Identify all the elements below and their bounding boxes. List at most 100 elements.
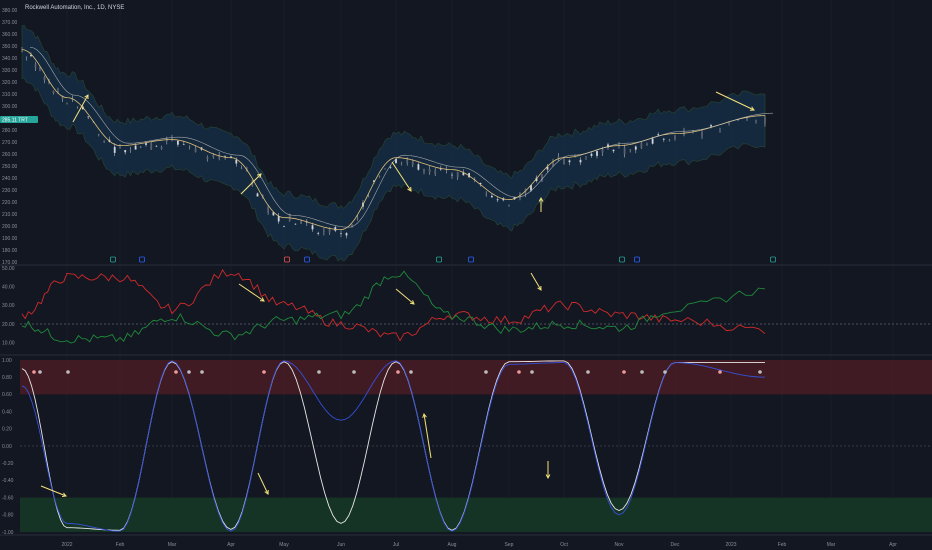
x-tick-label: Apr (227, 542, 235, 548)
candle-body (439, 168, 442, 170)
candle-body (224, 155, 226, 157)
candle-body (646, 144, 648, 145)
candle-body (629, 149, 632, 150)
candle-body (356, 217, 359, 219)
candle-body (530, 185, 532, 191)
candle-body (541, 174, 543, 181)
annotation-arrow (257, 472, 269, 495)
candle-body (171, 137, 173, 140)
x-tick-label: May (279, 542, 289, 548)
y-tick-label: 0.20 (2, 427, 12, 433)
event-icon (436, 256, 442, 263)
candle-body (378, 175, 381, 177)
candle-body (634, 146, 637, 150)
candle-body (218, 154, 221, 159)
candle-body (384, 168, 386, 170)
candle-body (323, 230, 325, 232)
y-tick-label: 380.00 (2, 8, 18, 14)
candle-body (103, 141, 105, 142)
candle-body (283, 226, 285, 227)
candle-body (256, 193, 259, 197)
candle-body (150, 143, 153, 150)
candle-body (674, 135, 676, 140)
price-tag: 285.11 TRT (0, 116, 38, 124)
y-tick-label: 270.00 (2, 140, 18, 146)
y-tick-label: 10.00 (2, 340, 15, 346)
candle-body (607, 144, 609, 148)
candle-body (411, 160, 414, 165)
candle-body (585, 156, 587, 158)
annotation-arrow-head (84, 94, 89, 100)
y-tick-label: -0.40 (2, 478, 14, 484)
candle-body (535, 177, 538, 182)
y-tick-label: 340.00 (2, 56, 18, 62)
y-tick-label: 200.00 (2, 224, 18, 230)
candle-body (428, 168, 431, 173)
signal-dot (352, 370, 356, 374)
chart-title: Rockwell Automation, Inc., 1D, NYSE (25, 5, 124, 11)
candle-body (288, 213, 291, 221)
y-tick-label: 1.00 (2, 358, 12, 364)
x-tick-label: Feb (778, 542, 787, 548)
grid (0, 0, 932, 536)
y-tick-label: 230.00 (2, 188, 18, 194)
candle-body (546, 166, 549, 170)
candle-body (160, 147, 163, 149)
bollinger-fill (21, 25, 766, 262)
signal-dot (640, 370, 644, 374)
candle-body (328, 227, 331, 233)
moving-average-fast (21, 49, 766, 231)
candle-body (668, 139, 671, 141)
candle-body (755, 120, 757, 122)
y-tick-label: 310.00 (2, 92, 18, 98)
candle-body (373, 180, 375, 182)
candle-body (434, 170, 437, 174)
candle-body (590, 153, 593, 156)
x-tick-label: 2023 (725, 542, 736, 548)
annotation-arrow (40, 485, 67, 497)
candle-body (479, 182, 482, 184)
y-tick-label: -0.60 (2, 495, 14, 501)
y-tick-label: 280.00 (2, 128, 18, 134)
candle-body (317, 232, 320, 234)
signal-dot (66, 370, 70, 374)
indicator-lines (21, 46, 774, 532)
candle-body (139, 147, 142, 148)
candle-body (451, 174, 453, 176)
candle-body (113, 146, 116, 153)
y-tick-label: 220.00 (2, 200, 18, 206)
annotation-arrow-head (407, 186, 412, 192)
y-tick-label: 260.00 (2, 152, 18, 158)
y-tick-label: 320.00 (2, 80, 18, 86)
y-tick-label: 40.00 (2, 284, 15, 290)
candle-body (623, 147, 626, 155)
annotation-arrows (40, 91, 755, 497)
x-tick-label: Sep (505, 542, 514, 548)
y-tick-label: 240.00 (2, 176, 18, 182)
candle-body (340, 233, 342, 234)
candle-body (389, 166, 392, 168)
candle-body (728, 122, 730, 124)
y-tick-label: -0.20 (2, 461, 14, 467)
candle-body (57, 91, 59, 93)
signal-dot (484, 370, 488, 374)
candle-body (21, 50, 23, 52)
signal-dot (663, 370, 667, 374)
annotation-arrow (72, 94, 89, 123)
price-candles (21, 46, 766, 239)
candle-body (746, 117, 748, 120)
candle-body (267, 207, 269, 213)
candle-body (188, 146, 191, 147)
y-tick-label: 0.80 (2, 375, 12, 381)
candle-body (129, 150, 132, 151)
candle-body (456, 171, 459, 178)
event-markers (32, 256, 776, 374)
event-icon (619, 256, 625, 263)
y-tick-label: 360.00 (2, 32, 18, 38)
x-tick-label: Jun (337, 542, 345, 548)
candle-body (513, 196, 516, 200)
candle-body (485, 194, 488, 195)
annotation-arrow-head (409, 300, 415, 305)
candle-body (651, 138, 654, 144)
